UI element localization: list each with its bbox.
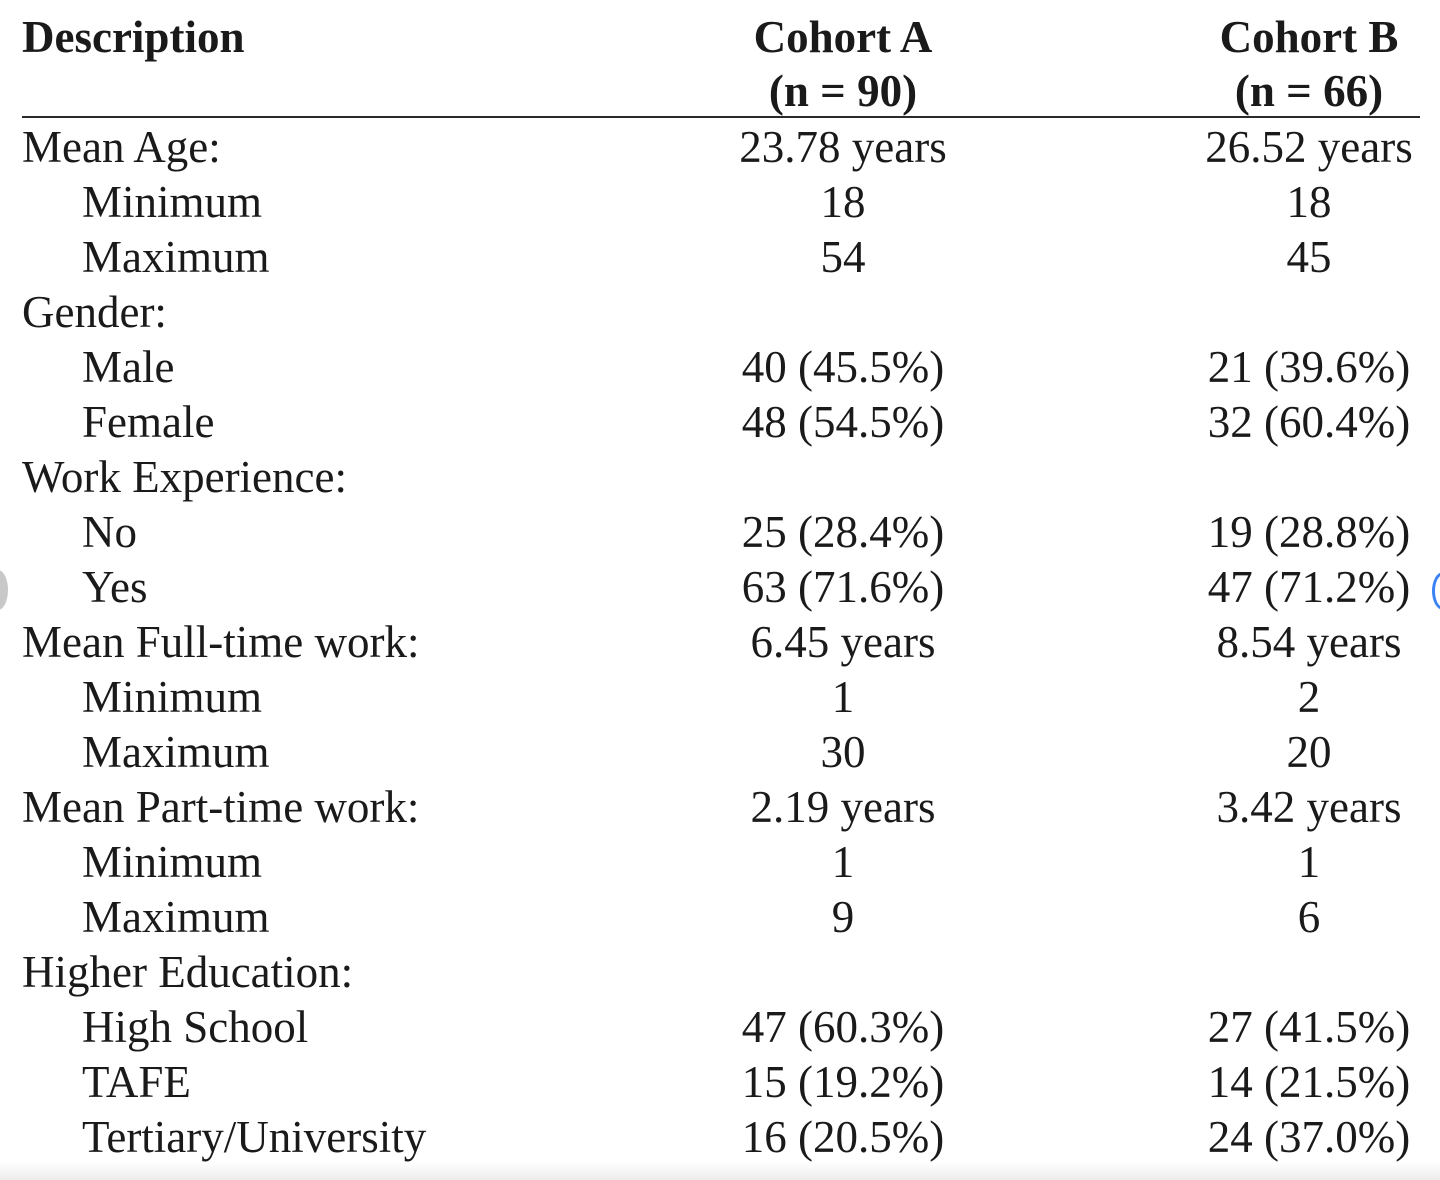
row-label: TAFE [82,1057,191,1107]
cohort-a-value: 2.19 years [750,782,936,832]
row-label: No [82,507,137,557]
row-label: Gender: [22,287,167,337]
cohort-b-value: 6 [1297,892,1321,942]
table-row: High School 47 (60.3%) 27 (41.5%) [22,1000,1420,1055]
table-header: Description Cohort A (n = 90) Cohort B (… [22,0,1420,118]
table-row: Minimum 18 18 [22,175,1420,230]
table-row: Mean Age: 23.78 years 26.52 years [22,120,1420,175]
table-row: No 25 (28.4%) 19 (28.8%) [22,505,1420,560]
cohort-b-value: 24 (37.0%) [1207,1112,1411,1162]
cohort-b-value: 45 [1286,232,1332,282]
table-row: Gender: [22,285,1420,340]
cohort-a-value: 40 (45.5%) [741,342,945,392]
table-row: Higher Education: [22,945,1420,1000]
table-row: TAFE 15 (19.2%) 14 (21.5%) [22,1055,1420,1110]
row-label: Maximum [82,232,270,282]
row-label: Yes [82,562,148,612]
cohort-a-value: 1 [831,672,855,722]
cohort-b-value: 3.42 years [1216,782,1402,832]
table-body: Mean Age: 23.78 years 26.52 years Minimum 1… [22,120,1420,1165]
cohort-a-value: 47 (60.3%) [741,1002,945,1052]
row-label: Higher Education: [22,947,354,997]
table-row: Male 40 (45.5%) 21 (39.6%) [22,340,1420,395]
row-label: Mean Age: [22,122,221,172]
cohort-a-value: 9 [831,892,855,942]
table-row: Work Experience: [22,450,1420,505]
row-label: Minimum [82,177,263,227]
cohort-b-value: 21 (39.6%) [1207,342,1411,392]
row-label: Female [82,397,215,447]
cohort-a-value: 48 (54.5%) [741,397,945,447]
cohort-b-value: 14 (21.5%) [1207,1057,1411,1107]
row-label: High School [82,1002,309,1052]
table-row: Mean Part-time work: 2.19 years 3.42 years [22,780,1420,835]
table-row: Maximum 54 45 [22,230,1420,285]
bottom-edge-shadow [0,1162,1440,1180]
header-cohort-a-name: Cohort A [753,12,933,62]
table-row: Tertiary/University 16 (20.5%) 24 (37.0%) [22,1110,1420,1165]
header-cohort-b-name: Cohort B [1219,12,1399,62]
cohort-b-value: 19 (28.8%) [1207,507,1411,557]
header-cohort-a: Cohort A (n = 90) [714,10,972,118]
cohort-b-value: 18 [1286,177,1332,227]
header-cohort-b-n: (n = 66) [1234,66,1384,116]
previous-page-button[interactable] [0,570,8,610]
cohort-a-value: 63 (71.6%) [741,562,945,612]
table-row: Maximum 9 6 [22,890,1420,945]
table-row: Maximum 30 20 [22,725,1420,780]
cohort-a-value: 23.78 years [739,122,947,172]
cohort-b-value: 2 [1297,672,1321,722]
cohort-b-value: 8.54 years [1216,617,1402,667]
cohort-b-value: 47 (71.2%) [1207,562,1411,612]
table-row: Minimum 1 1 [22,835,1420,890]
cohort-a-value: 15 (19.2%) [741,1057,945,1107]
cohort-a-value: 1 [831,837,855,887]
table-row: Mean Full-time work: 6.45 years 8.54 years [22,615,1420,670]
row-label: Mean Part-time work: [22,782,420,832]
row-label: Mean Full-time work: [22,617,420,667]
header-cohort-a-n: (n = 90) [768,66,918,116]
cohort-a-value: 6.45 years [750,617,936,667]
row-label: Maximum [82,892,270,942]
cohort-b-value: 32 (60.4%) [1207,397,1411,447]
row-label: Maximum [82,727,270,777]
cohort-a-value: 25 (28.4%) [741,507,945,557]
cohort-a-value: 16 (20.5%) [741,1112,945,1162]
header-cohort-b: Cohort B (n = 66) [1180,10,1438,118]
cohort-a-value: 18 [820,177,866,227]
cohort-b-value: 27 (41.5%) [1207,1002,1411,1052]
row-label: Tertiary/University [82,1112,427,1162]
row-label: Minimum [82,672,263,722]
table-row: Yes 63 (71.6%) 47 (71.2%) [22,560,1420,615]
cohort-a-value: 30 [820,727,866,777]
cohort-b-value: 26.52 years [1205,122,1413,172]
demographics-table: Description Cohort A (n = 90) Cohort B (… [22,0,1420,1165]
cohort-a-value: 54 [820,232,866,282]
cohort-b-value: 1 [1297,837,1321,887]
row-label: Minimum [82,837,263,887]
header-description: Description [22,12,245,62]
row-label: Male [82,342,175,392]
table-row: Minimum 1 2 [22,670,1420,725]
table-row: Female 48 (54.5%) 32 (60.4%) [22,395,1420,450]
row-label: Work Experience: [22,452,347,502]
cohort-b-value: 20 [1286,727,1332,777]
